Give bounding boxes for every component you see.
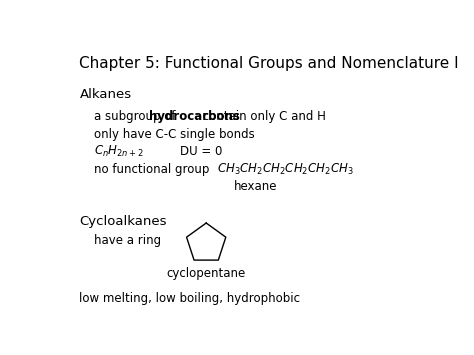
Text: no functional group: no functional group <box>94 163 210 176</box>
Text: a subgroup of: a subgroup of <box>94 110 179 123</box>
Text: $C_nH_{2n+2}$: $C_nH_{2n+2}$ <box>94 144 144 159</box>
Text: have a ring: have a ring <box>94 234 161 247</box>
Text: low melting, low boiling, hydrophobic: low melting, low boiling, hydrophobic <box>80 292 301 305</box>
Text: only have C-C single bonds: only have C-C single bonds <box>94 128 255 141</box>
Text: : contain only C and H: : contain only C and H <box>195 110 326 123</box>
Text: hydrocarbons: hydrocarbons <box>148 110 239 123</box>
Text: hexane: hexane <box>234 180 278 193</box>
Text: DU = 0: DU = 0 <box>181 146 223 158</box>
Text: $CH_3CH_2CH_2CH_2CH_2CH_3$: $CH_3CH_2CH_2CH_2CH_2CH_3$ <box>217 162 354 177</box>
Text: Cycloalkanes: Cycloalkanes <box>80 215 167 228</box>
Text: cyclopentane: cyclopentane <box>166 267 246 280</box>
Text: Alkanes: Alkanes <box>80 88 132 101</box>
Text: Chapter 5: Functional Groups and Nomenclature I: Chapter 5: Functional Groups and Nomencl… <box>80 56 459 71</box>
